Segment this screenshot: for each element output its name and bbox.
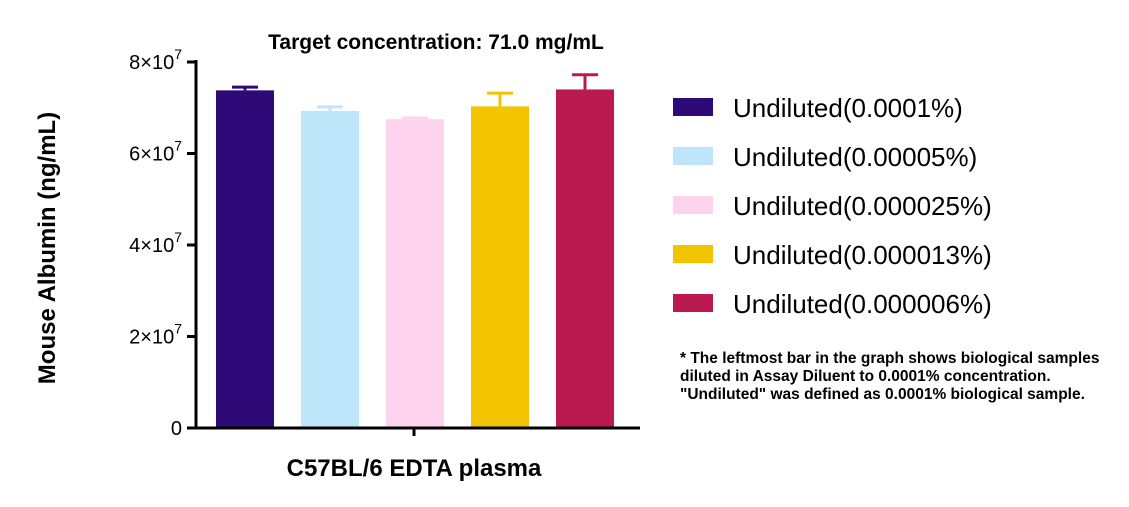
legend: Undiluted(0.0001%) Undiluted(0.00005%) Und… [673,93,992,319]
legend-label-3: Undiluted(0.000025%) [733,191,992,221]
x-axis-label: C57BL/6 EDTA plasma [287,455,542,482]
legend-label-2: Undiluted(0.00005%) [733,142,977,172]
legend-swatch-4 [673,245,713,263]
legend-swatch-5 [673,294,713,312]
legend-swatch-1 [673,98,713,116]
legend-swatch-3 [673,196,713,214]
bar-2 [301,110,359,428]
y-tick-label-0: 0 [171,418,182,440]
chart-title: Target concentration: 71.0 mg/mL [268,31,604,54]
legend-label-4: Undiluted(0.000013%) [733,240,992,270]
legend-swatch-2 [673,147,713,165]
footnote: * The leftmost bar in the graph shows bi… [680,350,1100,403]
bar-1 [216,90,274,429]
legend-label-5: Undiluted(0.000006%) [733,289,992,319]
y-tick-label-4: 8×107 [129,46,182,74]
y-tick-label-1: 2×107 [129,321,182,349]
y-ticks-group: 0 2×107 4×107 6×107 8×107 [129,46,196,440]
bars-group [216,73,614,429]
y-tick-label-2: 4×107 [129,229,182,257]
bar-3 [386,119,444,428]
y-axis-label: Mouse Albumin (ng/mL) [34,112,61,384]
legend-label-1: Undiluted(0.0001%) [733,93,963,123]
bar-5 [556,89,614,428]
y-tick-label-3: 6×107 [129,138,182,166]
bar-4 [471,106,529,428]
